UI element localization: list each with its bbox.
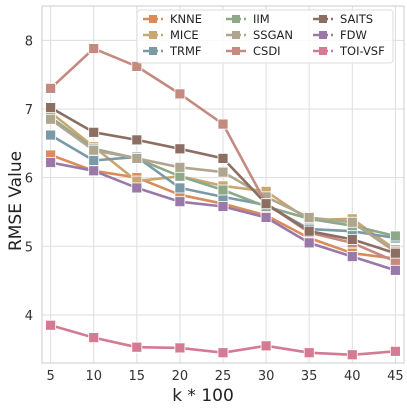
legend-label: SSGAN	[253, 28, 293, 42]
data-point-toi-vsf	[45, 319, 57, 331]
legend-marker	[319, 31, 327, 39]
legend-item-saits: SAITS	[313, 12, 373, 26]
data-point-ssgan	[45, 113, 57, 125]
legend-label: FDW	[340, 28, 367, 42]
plot-frame	[41, 5, 405, 364]
data-point-toi-vsf	[174, 342, 186, 354]
x-tick-label: 35	[301, 369, 318, 384]
data-point-toi-vsf	[260, 340, 272, 352]
data-point-ssgan	[174, 161, 186, 173]
legend-label: MICE	[170, 28, 199, 42]
y-tick-label: 7	[25, 103, 33, 118]
legend-label: TOI-VSF	[339, 44, 385, 58]
data-point-toi-vsf	[131, 341, 143, 353]
legend-box	[136, 9, 394, 64]
data-point-ssgan	[346, 216, 358, 228]
series-toi-vsf	[45, 319, 401, 361]
legend-marker	[319, 15, 327, 23]
y-tick-label: 5	[25, 240, 33, 255]
series-fdw	[45, 157, 401, 276]
legend-label: SAITS	[340, 12, 373, 26]
data-point-toi-vsf	[303, 347, 315, 359]
y-tick-label: 8	[25, 34, 33, 49]
data-point-ssgan	[131, 153, 143, 164]
data-point-fdw	[303, 237, 315, 249]
data-point-ssgan	[217, 166, 229, 178]
data-point-fdw	[389, 264, 401, 276]
x-tick-label: 30	[258, 369, 275, 384]
data-point-trmf	[174, 182, 186, 194]
data-point-fdw	[88, 165, 100, 177]
x-tick-label: 40	[344, 369, 361, 384]
data-point-csdi	[88, 43, 100, 54]
data-point-fdw	[260, 212, 272, 223]
legend-item-toi-vsf: TOI-VSF	[313, 44, 385, 58]
y-tick-labels: 4 5 6 7 8	[25, 34, 33, 324]
data-point-csdi	[174, 88, 186, 100]
data-point-saits	[260, 198, 272, 210]
x-tick-label: 10	[85, 369, 102, 384]
data-point-toi-vsf	[217, 347, 229, 359]
data-point-fdw	[131, 182, 143, 194]
x-axis-title: k * 100	[172, 386, 234, 406]
legend-label: TRMF	[169, 44, 202, 58]
data-point-toi-vsf	[389, 345, 401, 357]
data-point-fdw	[45, 157, 57, 168]
x-tick-label: 20	[172, 369, 189, 384]
series-layer	[45, 43, 401, 361]
data-point-saits	[303, 225, 315, 237]
data-point-csdi	[45, 82, 57, 94]
legend-label: CSDI	[253, 44, 281, 58]
data-point-ssgan	[88, 144, 100, 156]
series-saits	[45, 102, 401, 259]
data-point-saits	[131, 134, 143, 146]
x-tick-label: 15	[129, 369, 146, 384]
data-point-iim	[217, 184, 229, 196]
data-point-trmf	[45, 129, 57, 141]
data-point-iim	[389, 230, 401, 242]
data-point-saits	[389, 247, 401, 259]
legend-marker	[149, 15, 157, 23]
y-axis-title: RMSE Value	[6, 151, 26, 251]
data-point-saits	[88, 126, 100, 138]
legend-marker	[232, 47, 240, 55]
data-point-fdw	[346, 251, 358, 262]
x-tick-label: 25	[215, 369, 232, 384]
legend-label: KNNE	[170, 12, 202, 26]
data-point-trmf	[88, 155, 100, 166]
legend-item-csdi: CSDI	[226, 44, 281, 58]
legend-label: IIM	[253, 12, 270, 26]
legend-marker	[232, 31, 240, 39]
legend-item-fdw: FDW	[313, 28, 367, 42]
legend-marker	[319, 47, 327, 55]
x-tick-labels: 5 10 15 20 25 30 35 40 45	[46, 369, 403, 384]
legend-marker	[149, 31, 157, 39]
legend-item-iim: IIM	[226, 12, 270, 26]
legend-item-mice: MICE	[143, 28, 199, 42]
data-point-saits	[174, 143, 186, 155]
data-point-toi-vsf	[88, 332, 100, 343]
legend-item-trmf: TRMF	[143, 44, 202, 58]
series-ssgan	[45, 113, 401, 258]
legend-item-knne: KNNE	[143, 12, 202, 26]
y-tick-label: 6	[25, 172, 33, 187]
data-point-fdw	[174, 196, 186, 208]
data-point-saits	[346, 234, 358, 245]
data-point-iim	[174, 170, 186, 182]
data-point-saits	[45, 102, 57, 114]
y-tick-label: 4	[25, 309, 33, 324]
x-tick-label: 45	[387, 369, 404, 384]
data-point-saits	[217, 153, 229, 164]
legend: KNNE MICE TRMF IIM SSGAN CSDI SAITS FDW TOI-VSF	[136, 9, 394, 64]
data-point-toi-vsf	[346, 349, 358, 361]
legend-marker	[232, 15, 240, 23]
data-point-ssgan	[303, 212, 315, 223]
x-tick-label: 5	[46, 369, 54, 384]
data-point-fdw	[217, 201, 229, 212]
data-point-csdi	[217, 118, 229, 130]
legend-item-ssgan: SSGAN	[226, 28, 293, 42]
legend-marker	[149, 47, 157, 55]
